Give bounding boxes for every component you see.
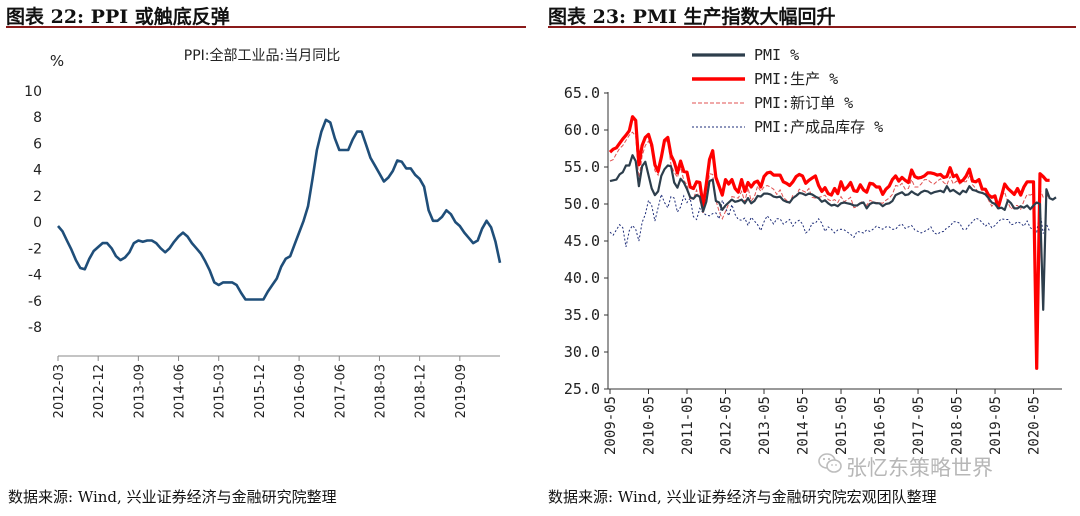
pmi-series-line	[609, 154, 1057, 311]
right-source-note: 数据来源: Wind, 兴业证券经济与金融研究院宏观团队整理	[548, 488, 937, 506]
ppi-x-tick-label: 2017-06	[333, 364, 348, 418]
ppi-y-axis-unit: %	[50, 52, 64, 70]
pmi-x-tick-label: 2013-05	[757, 396, 773, 455]
pmi-x-tick-label: 2015-05	[834, 396, 850, 455]
ppi-y-tick-label: -8	[28, 320, 42, 336]
pmi-x-tick-label: 2010-05	[642, 396, 658, 455]
ppi-y-tick-label: 4	[33, 163, 42, 179]
pmi-y-tick-label: 25.0	[564, 380, 600, 398]
ppi-x-tick-label: 2018-12	[414, 364, 429, 418]
ppi-x-tick-label: 2018-03	[373, 364, 388, 418]
pmi-x-tick-label: 2014-05	[796, 396, 812, 455]
ppi-y-tick-label: -6	[28, 294, 42, 310]
ppi-y-tick-label: -4	[28, 268, 42, 284]
pmi-x-tick-label: 2012-05	[719, 396, 735, 455]
ppi-x-tick-label: 2014-06	[173, 364, 188, 418]
wechat-icon	[818, 453, 842, 473]
ppi-x-tick-label: 2016-09	[293, 364, 308, 418]
ppi-chart: PPI:全部工业品:当月同比 % 10 8 6 4 2 0 -2 -4 -6 -8 2012-03…	[24, 47, 502, 418]
pmi-y-tick-label: 65.0	[564, 84, 600, 102]
ppi-y-tick-label: 0	[33, 215, 42, 231]
ppi-x-tick-label: 2013-09	[132, 364, 147, 418]
pmi-new-orders-series-line	[609, 131, 1050, 358]
ppi-x-tick-label: 2015-03	[213, 364, 228, 418]
pmi-legend: PMI % PMI:生产 % PMI:新订单 % PMI:产成品库存 %	[692, 46, 883, 136]
ppi-x-tick-label: 2015-12	[253, 364, 268, 418]
pmi-x-tick-label: 2020-05	[1027, 396, 1043, 455]
pmi-legend-label: PMI:新订单 %	[754, 94, 853, 112]
ppi-y-tick-label: -2	[28, 241, 42, 257]
pmi-x-tick-label: 2018-05	[950, 396, 966, 455]
watermark-text: 张忆东策略世界	[846, 456, 993, 480]
pmi-x-tick-label: 2009-05	[603, 396, 619, 455]
pmi-y-tick-label: 40.0	[564, 269, 600, 287]
ppi-y-tick-label: 2	[33, 189, 42, 205]
pmi-y-tick-label: 35.0	[564, 306, 600, 324]
left-source-note: 数据来源: Wind, 兴业证券经济与金融研究院整理	[8, 488, 337, 506]
right-panel-title: 图表 23: PMI 生产指数大幅回升	[548, 6, 836, 28]
pmi-x-tick-label: 2011-05	[680, 396, 696, 455]
pmi-chart: PMI % PMI:生产 % PMI:新订单 % PMI:产成品库存 % 65.0 60…	[564, 46, 1062, 455]
pmi-y-tick-label: 30.0	[564, 343, 600, 361]
pmi-production-series-line	[608, 115, 1050, 370]
left-title-rule	[6, 26, 526, 28]
pmi-y-tick-label: 55.0	[564, 158, 600, 176]
ppi-y-tick-label: 10	[24, 84, 42, 100]
pmi-legend-label: PMI:生产 %	[754, 70, 838, 88]
ppi-y-tick-label: 6	[33, 136, 42, 152]
pmi-y-tick-label: 60.0	[564, 121, 600, 139]
left-panel-title: 图表 22: PPI 或触底反弹	[6, 6, 230, 28]
pmi-inventory-series-line	[609, 192, 1051, 247]
ppi-y-tick-label: 8	[33, 110, 42, 126]
pmi-legend-label: PMI:产成品库存 %	[754, 118, 883, 136]
pmi-legend-label: PMI %	[754, 46, 799, 64]
ppi-x-tick-label: 2012-03	[52, 364, 67, 418]
ppi-x-tick-label: 2019-09	[454, 364, 469, 418]
pmi-x-tick-label: 2017-05	[911, 396, 927, 455]
pmi-y-tick-label: 50.0	[564, 195, 600, 213]
ppi-series-line	[57, 118, 502, 301]
pmi-x-tick-label: 2019-05	[988, 396, 1004, 455]
ppi-chart-title: PPI:全部工业品:当月同比	[184, 47, 340, 64]
ppi-x-tick-label: 2012-12	[92, 364, 107, 418]
right-title-rule	[548, 26, 1076, 28]
pmi-y-tick-label: 45.0	[564, 232, 600, 250]
pmi-x-tick-label: 2016-05	[873, 396, 889, 455]
